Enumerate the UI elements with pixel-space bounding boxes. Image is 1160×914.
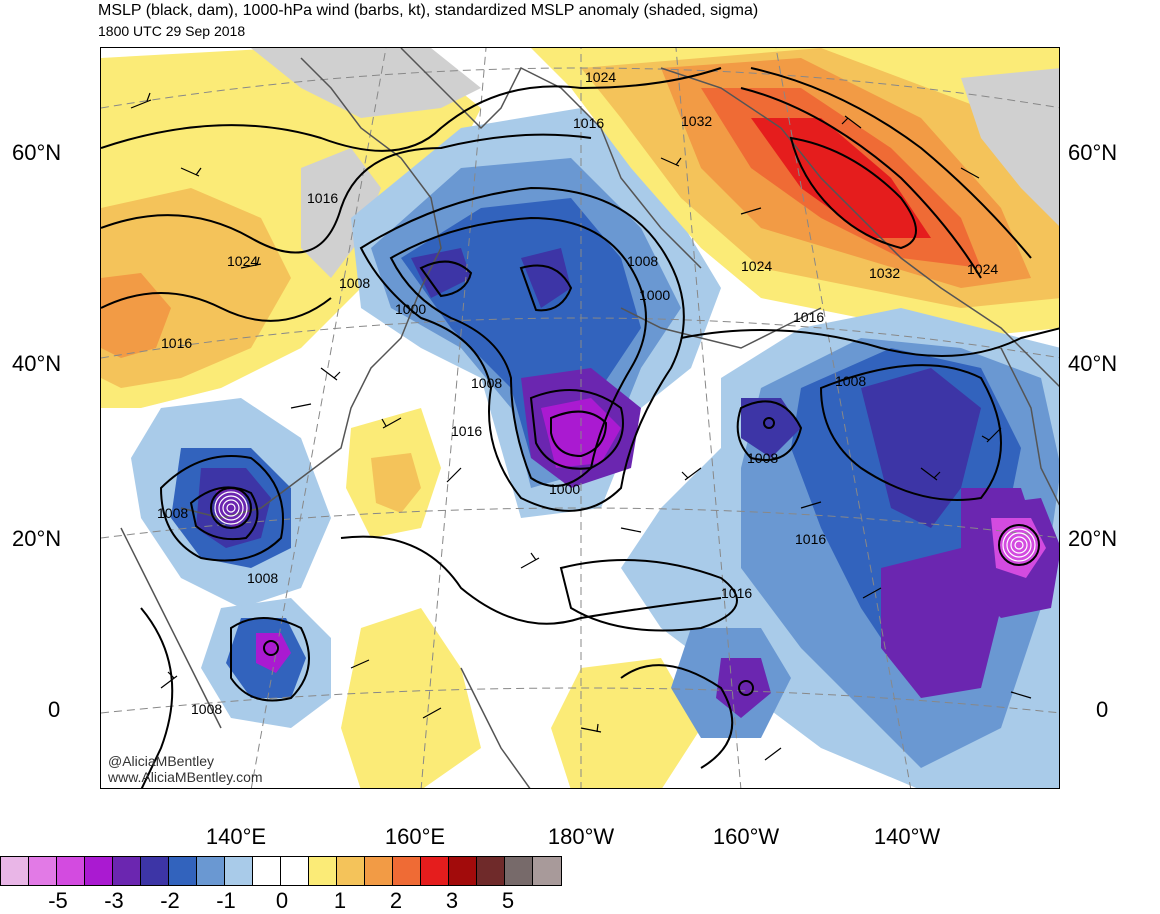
colorbar-cell [29, 857, 57, 885]
colorbar-label: -3 [104, 888, 124, 913]
lon-label-180w: 180°W [547, 824, 615, 849]
isobar-label: 1032 [681, 113, 712, 129]
colorbar-cell [253, 857, 281, 885]
watermark-handle: @AliciaMBentley [108, 753, 215, 769]
wind-barbs [130, 92, 1032, 761]
isobar-label: 1008 [471, 375, 502, 391]
colorbar-cell [57, 857, 85, 885]
colorbar-cell [421, 857, 449, 885]
lon-label-140w: 140°W [873, 824, 941, 849]
typhoon-rings [214, 491, 1036, 562]
lat-label-left-20n: 20°N [12, 526, 62, 551]
colorbar-cell [281, 857, 309, 885]
lat-label-left-40n: 40°N [12, 351, 62, 376]
colorbar-cell [449, 857, 477, 885]
isobar-label: 1000 [549, 481, 580, 497]
isobar-label: 1008 [339, 275, 370, 291]
colorbar-label: 1 [333, 888, 347, 913]
colorbar-cell [113, 857, 141, 885]
watermark-site: www.AliciaMBentley.com [108, 769, 263, 785]
colorbar-label: 3 [445, 888, 459, 913]
colorbar-cell [393, 857, 421, 885]
isobar-label: 1008 [747, 450, 778, 466]
isobar-label: 1008 [157, 505, 188, 521]
colorbar-cell [337, 857, 365, 885]
isobar-label: 1024 [227, 253, 258, 269]
lat-label-right-0: 0 [1096, 697, 1109, 722]
isobar-label: 1008 [835, 373, 866, 389]
coastlines [120, 48, 1059, 788]
lon-label-160w: 160°W [712, 824, 780, 849]
isobar-labels: 1024 1016 1032 1016 1024 1008 1000 1008 … [157, 69, 998, 717]
isobar-label: 1024 [585, 69, 616, 85]
colorbar-label: 0 [275, 888, 289, 913]
lat-label-left-0: 0 [48, 697, 61, 722]
isobar-label: 1016 [161, 335, 192, 351]
colorbar-cell [225, 857, 253, 885]
map-valid-time: 1800 UTC 29 Sep 2018 [98, 23, 246, 39]
isobar-label: 1008 [627, 253, 658, 269]
isobar-label: 1024 [967, 261, 998, 277]
map-title: MSLP (black, dam), 1000-hPa wind (barbs,… [98, 2, 759, 19]
lat-label-right-20n: 20°N [1068, 526, 1118, 551]
isobar-label: 1008 [191, 701, 222, 717]
isobar-label: 1016 [795, 531, 826, 547]
lon-label-140e: 140°E [205, 824, 267, 849]
colorbar-cell [505, 857, 533, 885]
isobars [101, 67, 1059, 788]
colorbar-cell [477, 857, 505, 885]
isobar-label: 1000 [395, 301, 426, 317]
isobar-label: 1032 [869, 265, 900, 281]
isobar-label: 1008 [247, 570, 278, 586]
isobar-label: 1024 [741, 258, 772, 274]
colorbar-label: -2 [160, 888, 180, 913]
colorbar-label: 2 [389, 888, 403, 913]
colorbar-cell [85, 857, 113, 885]
colorbar-cell [309, 857, 337, 885]
isobar-label: 1000 [639, 287, 670, 303]
isobar-label: 1016 [451, 423, 482, 439]
colorbar-cell [197, 857, 225, 885]
colorbar-cell [141, 857, 169, 885]
map-canvas: 1024 1016 1032 1016 1024 1008 1000 1008 … [101, 48, 1059, 788]
lat-label-right-40n: 40°N [1068, 351, 1118, 376]
map-panel: 1024 1016 1032 1016 1024 1008 1000 1008 … [100, 47, 1060, 789]
isobar-label: 1016 [721, 585, 752, 601]
isobar-label: 1016 [793, 309, 824, 325]
colorbar-cell [1, 857, 29, 885]
isobar-label: 1016 [307, 190, 338, 206]
lat-label-right-60n: 60°N [1068, 140, 1118, 165]
anomaly-colorbar [0, 856, 562, 886]
colorbar-cell [533, 857, 561, 885]
cyclone-centers [210, 417, 1040, 696]
colorbar-label: -1 [216, 888, 236, 913]
colorbar-cell [169, 857, 197, 885]
lon-label-160e: 160°E [384, 824, 446, 849]
colorbar-label: -5 [48, 888, 68, 913]
colorbar-cell [365, 857, 393, 885]
colorbar-label: 5 [501, 888, 515, 913]
isobar-label: 1016 [573, 115, 604, 131]
lat-label-left-60n: 60°N [12, 140, 62, 165]
